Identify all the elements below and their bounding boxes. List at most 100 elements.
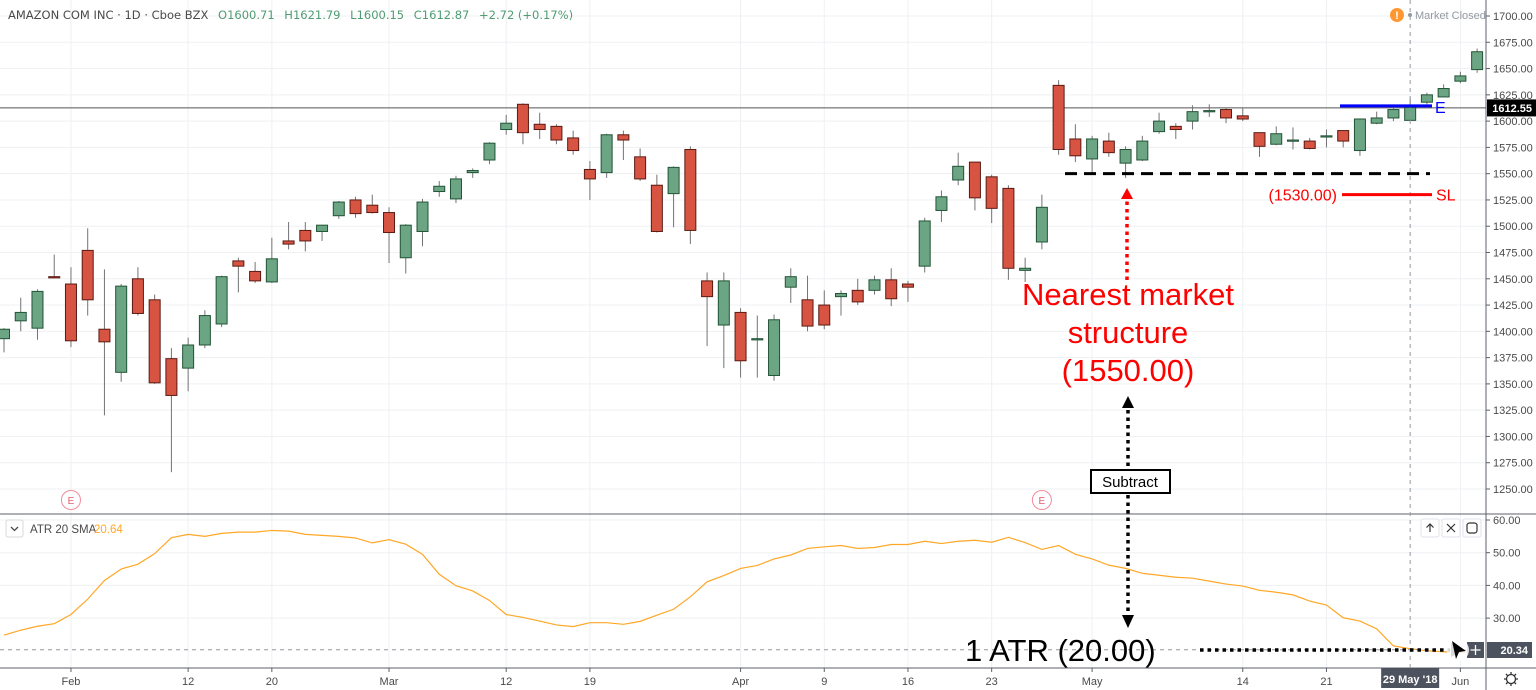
time-tick-label: 23 bbox=[986, 676, 998, 688]
candle bbox=[215, 275, 228, 328]
price-tick-label: 1250.00 bbox=[1493, 484, 1533, 496]
time-tick-label: Apr bbox=[732, 676, 749, 688]
candle bbox=[182, 337, 195, 392]
current-price-value: 1612.55 bbox=[1492, 103, 1532, 115]
move-up-icon bbox=[1426, 523, 1434, 532]
candle bbox=[885, 268, 898, 307]
atr-series-line bbox=[3, 529, 1478, 654]
candle bbox=[64, 267, 77, 348]
candle-body bbox=[1370, 117, 1383, 124]
candle bbox=[901, 280, 914, 302]
candle-body bbox=[1102, 140, 1115, 154]
candle bbox=[1153, 112, 1166, 134]
maximize-pane-button[interactable] bbox=[1462, 518, 1482, 538]
earnings-marker[interactable]: E bbox=[60, 490, 81, 510]
candle-body bbox=[500, 122, 513, 131]
structure-callout-line: (1550.00) bbox=[1062, 353, 1195, 388]
candle-body bbox=[316, 224, 329, 232]
arrow-up-icon bbox=[1122, 396, 1134, 408]
time-axis[interactable]: Feb 12 20 Mar 12 19 Apr 9 16 23 May 14 21 Jun bbox=[61, 668, 1469, 688]
candle bbox=[1052, 80, 1065, 155]
price-tick-label: 1475.00 bbox=[1493, 247, 1533, 259]
candle-body bbox=[650, 184, 663, 232]
candle-body bbox=[1035, 206, 1048, 243]
candle bbox=[701, 272, 714, 347]
candle-body bbox=[48, 276, 61, 279]
candle-body bbox=[1002, 187, 1015, 269]
price-tick-label: 1600.00 bbox=[1493, 116, 1533, 128]
candle-body bbox=[717, 280, 730, 326]
change-value: +2.72 (+0.17%) bbox=[479, 8, 573, 22]
price-tick-label: 1500.00 bbox=[1493, 221, 1533, 233]
candle bbox=[483, 142, 496, 165]
candle bbox=[466, 168, 479, 178]
candle-body bbox=[533, 123, 546, 131]
market-status[interactable]: ! Market Closed bbox=[1390, 8, 1486, 22]
earnings-label: E bbox=[1039, 496, 1046, 507]
time-tick-label: May bbox=[1082, 676, 1103, 688]
earnings-label: E bbox=[68, 496, 75, 507]
price-tick-label: 1675.00 bbox=[1493, 37, 1533, 49]
time-tick-label: 19 bbox=[584, 676, 596, 688]
candle bbox=[1404, 98, 1417, 121]
chevron-down-icon bbox=[10, 526, 19, 532]
close-pane-button[interactable] bbox=[1441, 518, 1461, 538]
candle bbox=[768, 314, 781, 381]
candle bbox=[583, 161, 596, 200]
indicator-legend[interactable]: ATR 20 SMA 20.64 bbox=[5, 519, 123, 538]
candle-body bbox=[81, 249, 94, 301]
cursor-icon bbox=[1447, 639, 1469, 661]
candle-body bbox=[1454, 75, 1467, 82]
open-value: O1600.71 bbox=[218, 8, 275, 22]
candle-body bbox=[885, 279, 898, 300]
candle-body bbox=[684, 148, 697, 231]
series-legend: AMAZON COM INC · 1D · Cboe BZX O1600.71 … bbox=[8, 8, 573, 22]
chart-settings-button[interactable] bbox=[1504, 672, 1518, 686]
candle bbox=[851, 278, 864, 306]
indicator-value: 20.64 bbox=[94, 524, 123, 536]
candle bbox=[198, 310, 211, 349]
candle-body bbox=[182, 344, 195, 369]
candle bbox=[383, 207, 396, 264]
candle bbox=[1035, 194, 1048, 250]
earnings-marker[interactable]: E bbox=[1031, 490, 1052, 510]
candle bbox=[516, 103, 529, 145]
candle bbox=[299, 222, 312, 252]
time-tick-label: 12 bbox=[500, 676, 512, 688]
structure-callout-line: structure bbox=[1068, 315, 1189, 350]
candle-body bbox=[1420, 94, 1433, 103]
candle-body bbox=[901, 283, 914, 288]
candle-body bbox=[1236, 115, 1249, 120]
candle bbox=[332, 200, 345, 219]
candle bbox=[131, 267, 144, 316]
collapse-button[interactable] bbox=[5, 519, 24, 538]
candle-body bbox=[567, 137, 580, 152]
candle-body bbox=[516, 103, 529, 134]
candle bbox=[115, 284, 128, 382]
move-up-button[interactable] bbox=[1420, 518, 1440, 538]
candle-body bbox=[215, 276, 228, 325]
candle bbox=[1086, 135, 1099, 173]
candle bbox=[935, 190, 948, 223]
price-tick-label: 1525.00 bbox=[1493, 195, 1533, 207]
subtract-label: Subtract bbox=[1102, 474, 1159, 491]
candle bbox=[684, 146, 697, 245]
candle-body bbox=[918, 220, 931, 267]
candle bbox=[1437, 84, 1450, 98]
indicator-name: ATR 20 SMA bbox=[30, 524, 97, 536]
price-tick-label: 1625.00 bbox=[1493, 90, 1533, 102]
price-axis[interactable]: 1700.00 1675.00 1650.00 1625.00 1600.00 1575.… bbox=[1486, 11, 1533, 625]
candle bbox=[316, 224, 329, 241]
candle bbox=[1370, 111, 1383, 125]
candle bbox=[148, 294, 161, 384]
candle bbox=[433, 181, 446, 197]
candle bbox=[416, 198, 429, 247]
candle bbox=[650, 174, 663, 233]
atr-tick-label: 40.00 bbox=[1493, 580, 1521, 592]
candle-body bbox=[968, 161, 981, 199]
candle-body bbox=[985, 176, 998, 209]
candle-body bbox=[98, 328, 111, 343]
candle-body bbox=[433, 185, 446, 193]
price-tick-label: 1575.00 bbox=[1493, 142, 1533, 154]
